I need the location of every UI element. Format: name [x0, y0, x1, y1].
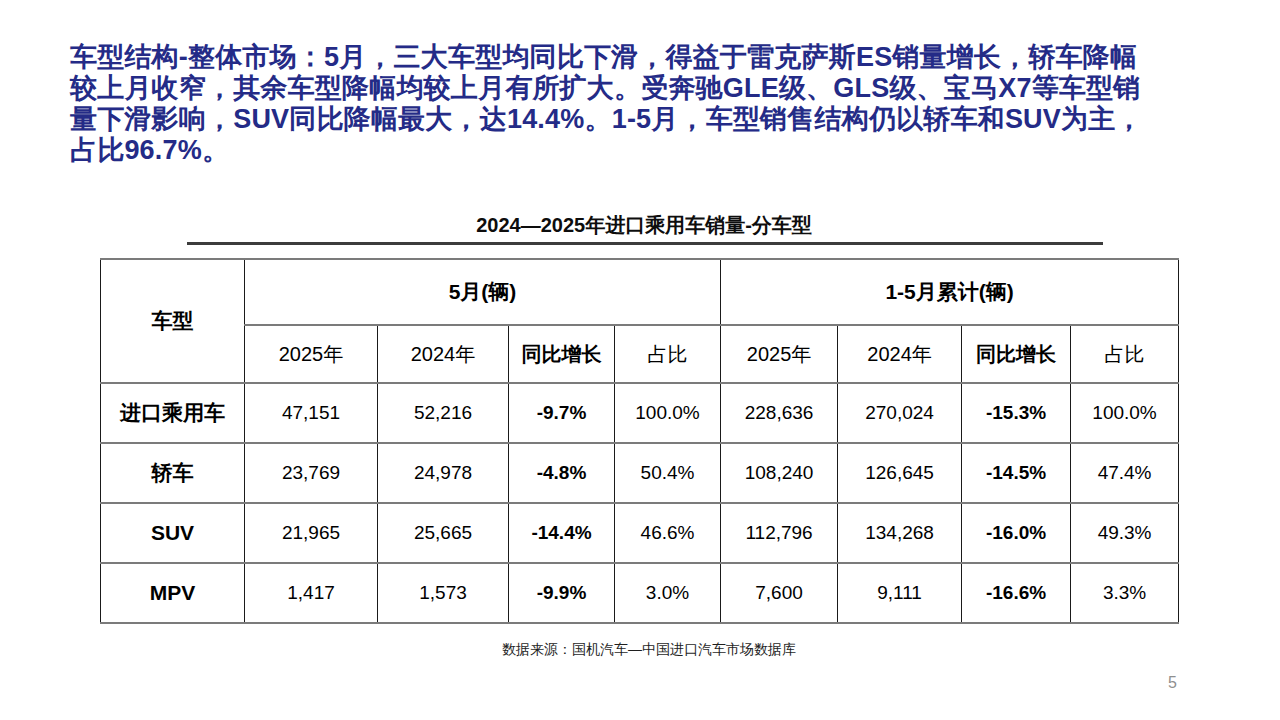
subheader-may-share: 占比: [615, 325, 721, 383]
table-cell-yoy: -15.3%: [962, 383, 1071, 443]
row-label: 轿车: [101, 443, 245, 503]
table-cell: 3.0%: [615, 563, 721, 623]
table-cell-yoy: -16.6%: [962, 563, 1071, 623]
table-cell-yoy: -4.8%: [509, 443, 615, 503]
table-cell: 47,151: [245, 383, 378, 443]
subheader-may-2025: 2025年: [245, 325, 378, 383]
row-label: 进口乘用车: [101, 383, 245, 443]
heading-line-3: 量下滑影响，SUV同比降幅最大，达14.4%。1-5月，车型销售结构仍以轿车和S…: [70, 104, 1220, 135]
heading-line-1: 车型结构-整体市场：5月，三大车型均同比下滑，得益于雷克萨斯ES销量增长，轿车降…: [70, 42, 1220, 73]
subheader-cum-share: 占比: [1071, 325, 1179, 383]
table-cell-yoy: -14.5%: [962, 443, 1071, 503]
table-cell-yoy: -9.9%: [509, 563, 615, 623]
heading-line-4: 占比96.7%。: [70, 135, 1220, 166]
table-row-mpv: MPV 1,417 1,573 -9.9% 3.0% 7,600 9,111 -…: [101, 563, 1179, 623]
slide-heading: 车型结构-整体市场：5月，三大车型均同比下滑，得益于雷克萨斯ES销量增长，轿车降…: [70, 42, 1220, 166]
table-cell-yoy: -9.7%: [509, 383, 615, 443]
table-cell: 270,024: [838, 383, 962, 443]
row-label: SUV: [101, 503, 245, 563]
corner-header-vehicle-type: 车型: [101, 259, 245, 383]
table-cell: 9,111: [838, 563, 962, 623]
subheader-cum-2025: 2025年: [721, 325, 838, 383]
data-source-note: 数据来源：国机汽车—中国进口汽车市场数据库: [0, 641, 1280, 659]
header-group-row: 车型 5月(辆) 1-5月累计(辆): [101, 259, 1179, 325]
table-cell: 52,216: [378, 383, 509, 443]
table-cell: 50.4%: [615, 443, 721, 503]
table-cell: 25,665: [378, 503, 509, 563]
sales-table: 车型 5月(辆) 1-5月累计(辆) 2025年 2024年 同比增长 占比 2…: [100, 258, 1179, 624]
table-cell: 228,636: [721, 383, 838, 443]
subheader-cum-2024: 2024年: [838, 325, 962, 383]
table-row-suv: SUV 21,965 25,665 -14.4% 46.6% 112,796 1…: [101, 503, 1179, 563]
table-cell: 24,978: [378, 443, 509, 503]
table-cell: 134,268: [838, 503, 962, 563]
table-cell: 49.3%: [1071, 503, 1179, 563]
subheader-may-2024: 2024年: [378, 325, 509, 383]
table-cell: 21,965: [245, 503, 378, 563]
table-cell: 1,417: [245, 563, 378, 623]
table-cell: 126,645: [838, 443, 962, 503]
header-sub-row: 2025年 2024年 同比增长 占比 2025年 2024年 同比增长 占比: [101, 325, 1179, 383]
table-cell: 46.6%: [615, 503, 721, 563]
table-cell: 7,600: [721, 563, 838, 623]
table-cell: 23,769: [245, 443, 378, 503]
table-cell: 1,573: [378, 563, 509, 623]
table-cell: 47.4%: [1071, 443, 1179, 503]
row-label: MPV: [101, 563, 245, 623]
group-header-cumulative: 1-5月累计(辆): [721, 259, 1179, 325]
table-cell: 108,240: [721, 443, 838, 503]
table-row-imported-total: 进口乘用车 47,151 52,216 -9.7% 100.0% 228,636…: [101, 383, 1179, 443]
heading-line-2: 较上月收窄，其余车型降幅均较上月有所扩大。受奔驰GLE级、GLS级、宝马X7等车…: [70, 73, 1220, 104]
table-cell-yoy: -16.0%: [962, 503, 1071, 563]
table-cell-yoy: -14.4%: [509, 503, 615, 563]
subheader-cum-yoy: 同比增长: [962, 325, 1071, 383]
group-header-may: 5月(辆): [245, 259, 721, 325]
title-underline: [187, 242, 1103, 245]
table-row-sedan: 轿车 23,769 24,978 -4.8% 50.4% 108,240 126…: [101, 443, 1179, 503]
table-cell: 3.3%: [1071, 563, 1179, 623]
subheader-may-yoy: 同比增长: [509, 325, 615, 383]
table-cell: 112,796: [721, 503, 838, 563]
table-cell: 100.0%: [1071, 383, 1179, 443]
page-number: 5: [1168, 674, 1177, 692]
table-cell: 100.0%: [615, 383, 721, 443]
table-title: 2024—2025年进口乘用车销量-分车型: [185, 212, 1103, 239]
